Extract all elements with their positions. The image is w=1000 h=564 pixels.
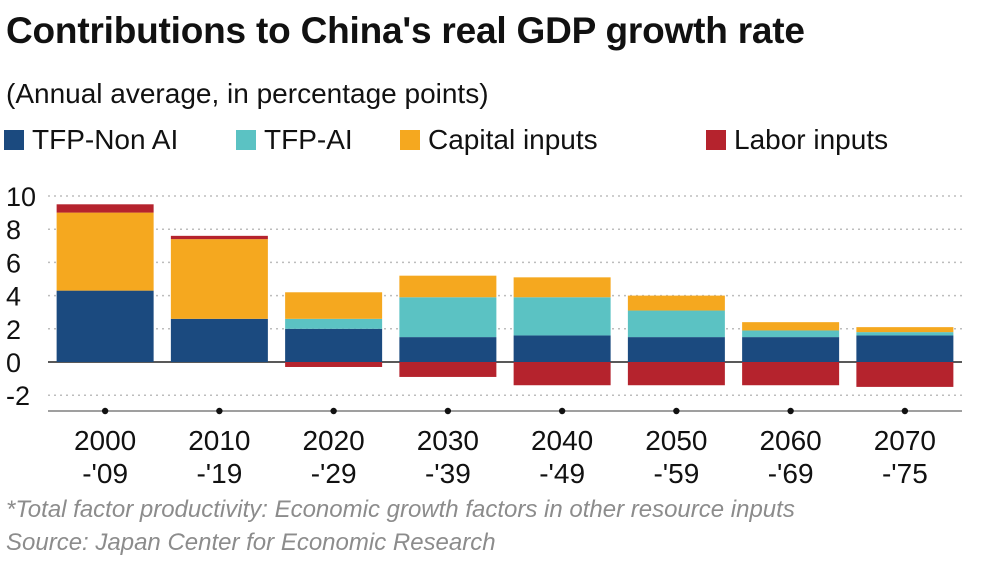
x-tick-mark bbox=[558, 407, 566, 415]
x-tick-label: -'19 bbox=[196, 458, 242, 489]
bar-segment bbox=[513, 335, 611, 362]
x-tick-label: -'69 bbox=[768, 458, 814, 489]
bar-segment bbox=[627, 362, 725, 386]
bar-segment bbox=[399, 275, 497, 298]
bar-segment bbox=[170, 318, 268, 362]
bar-segment bbox=[399, 362, 497, 377]
y-tick-label: 8 bbox=[6, 215, 21, 245]
legend-item-capital-inputs: Capital inputs bbox=[400, 122, 598, 158]
bar-segment bbox=[399, 337, 497, 362]
bar-segment bbox=[285, 292, 383, 319]
legend-swatch-tfp-ai bbox=[236, 130, 256, 150]
y-tick-label: 10 bbox=[6, 182, 36, 212]
x-tick-label: -'59 bbox=[653, 458, 699, 489]
bar-segment bbox=[742, 322, 840, 331]
bar-segment bbox=[285, 318, 383, 329]
bar-segment bbox=[627, 310, 725, 338]
x-tick-label: 2070 bbox=[874, 425, 936, 456]
bar-segment bbox=[513, 297, 611, 336]
legend-item-tfp-ai: TFP-AI bbox=[236, 122, 353, 158]
x-tick-label: 2040 bbox=[531, 425, 593, 456]
bar-segment bbox=[856, 327, 954, 333]
bar-segment bbox=[170, 235, 268, 240]
legend-label-capital-inputs: Capital inputs bbox=[428, 124, 598, 155]
y-tick-label: -2 bbox=[6, 381, 30, 411]
bar-segment bbox=[285, 328, 383, 362]
x-tick-mark bbox=[901, 407, 909, 415]
chart-title: Contributions to China's real GDP growth… bbox=[6, 10, 805, 51]
x-tick-label: 2010 bbox=[188, 425, 250, 456]
bar-segment bbox=[742, 337, 840, 362]
x-tick-label: 2050 bbox=[645, 425, 707, 456]
x-tick-label: 2060 bbox=[759, 425, 821, 456]
bar-segment bbox=[742, 330, 840, 338]
x-tick-label: -'39 bbox=[425, 458, 471, 489]
legend-swatch-tfp-non-ai bbox=[4, 130, 24, 150]
bar-segment bbox=[513, 362, 611, 386]
x-tick-mark bbox=[444, 407, 452, 415]
legend-label-labor-inputs: Labor inputs bbox=[734, 124, 889, 155]
x-tick-mark bbox=[673, 407, 680, 415]
bar-segment bbox=[56, 290, 154, 362]
x-tick-label: -'29 bbox=[311, 458, 357, 489]
y-tick-label: 2 bbox=[6, 315, 21, 345]
x-tick-label: -'75 bbox=[882, 458, 928, 489]
x-tick-mark bbox=[216, 407, 223, 415]
legend-item-tfp-non-ai: TFP-Non AI bbox=[4, 122, 178, 158]
bar-segment bbox=[627, 295, 725, 311]
chart-subtitle: (Annual average, in percentage points) bbox=[6, 78, 489, 109]
x-tick-mark bbox=[101, 407, 109, 415]
bar-segment bbox=[856, 332, 954, 336]
legend-item-labor-inputs: Labor inputs bbox=[706, 122, 888, 158]
y-tick-label: 6 bbox=[6, 248, 21, 278]
source-note: Source: Japan Center for Economic Resear… bbox=[6, 529, 496, 556]
x-tick-label: 2020 bbox=[302, 425, 364, 456]
bar-segment bbox=[285, 362, 383, 367]
legend-swatch-labor-inputs bbox=[706, 130, 726, 150]
bar-segment bbox=[742, 362, 840, 386]
footnote: *Total factor productivity: Economic gro… bbox=[6, 496, 795, 523]
bar-segment bbox=[513, 277, 611, 298]
bar-segment bbox=[627, 337, 725, 362]
bar-segment bbox=[856, 335, 954, 362]
bar-segment bbox=[399, 297, 497, 338]
x-tick-label: 2000 bbox=[74, 425, 136, 456]
x-tick-mark bbox=[330, 407, 337, 415]
bar-segment bbox=[856, 362, 954, 387]
legend-swatch-capital-inputs bbox=[400, 130, 420, 150]
legend-label-tfp-non-ai: TFP-Non AI bbox=[32, 124, 179, 155]
y-tick-label: 4 bbox=[6, 282, 21, 312]
x-tick-label: -'09 bbox=[82, 458, 128, 489]
bar-segment bbox=[170, 239, 268, 319]
x-tick-label: -'49 bbox=[539, 458, 585, 489]
x-tick-mark bbox=[787, 407, 794, 415]
legend-label-tfp-ai: TFP-AI bbox=[264, 124, 353, 155]
bar-segment bbox=[56, 204, 154, 213]
x-tick-label: 2030 bbox=[417, 425, 479, 456]
y-tick-label: 0 bbox=[6, 348, 21, 378]
bar-segment bbox=[56, 212, 154, 291]
